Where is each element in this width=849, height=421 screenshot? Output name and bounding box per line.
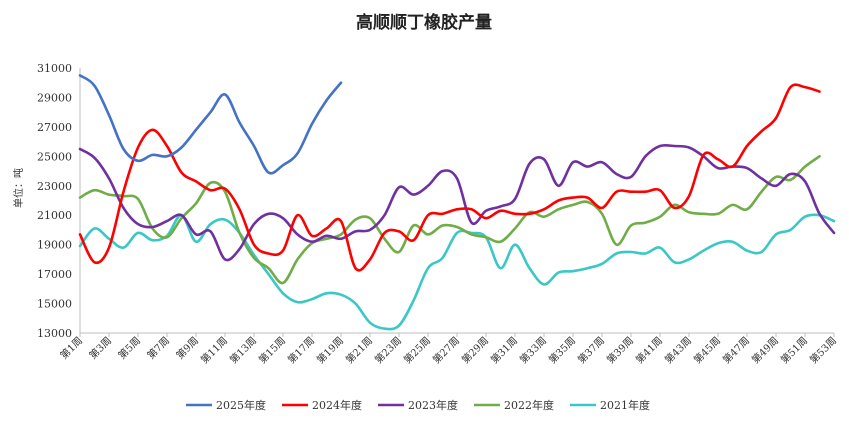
x-tick-label: 第27周 xyxy=(430,334,462,366)
x-tick-label: 第37周 xyxy=(575,334,607,366)
x-tick-label: 第3周 xyxy=(86,334,114,362)
x-tick-label: 第17周 xyxy=(285,334,317,366)
x-tick-label: 第7周 xyxy=(144,334,172,362)
x-tick-label: 第53周 xyxy=(807,334,839,366)
y-axis-label: 单位：吨 xyxy=(12,168,25,208)
x-tick-label: 第9周 xyxy=(173,334,201,362)
series-line-3 xyxy=(78,155,821,285)
x-tick-label: 第35周 xyxy=(546,334,578,366)
series-line-2 xyxy=(78,143,836,262)
x-tick-label: 第47周 xyxy=(720,334,752,366)
x-tick-label: 第11周 xyxy=(198,334,230,366)
x-tick-label: 第41周 xyxy=(633,334,665,366)
y-tick-label: 19000 xyxy=(37,239,72,252)
x-tick-label: 第13周 xyxy=(227,334,259,366)
y-tick-label: 23000 xyxy=(37,180,72,193)
legend-label: 2024年度 xyxy=(312,398,362,412)
y-tick-label: 27000 xyxy=(37,121,72,134)
x-tick-label: 第51周 xyxy=(778,334,810,366)
x-tick-label: 第45周 xyxy=(691,334,723,366)
x-tick-label: 第5周 xyxy=(115,334,143,362)
legend: 2025年度 2024年度 2023年度 2022年度 2021年度 xyxy=(186,398,650,412)
legend-label: 2021年度 xyxy=(600,398,650,412)
x-tick-label: 第33周 xyxy=(517,334,549,366)
x-tick-label: 第23周 xyxy=(372,334,404,366)
y-tick-label: 29000 xyxy=(37,91,72,104)
x-tick-label: 第15周 xyxy=(256,334,288,366)
x-tick-label: 第25周 xyxy=(401,334,433,366)
legend-label: 2022年度 xyxy=(504,398,554,412)
y-tick-label: 31000 xyxy=(37,62,72,75)
y-tick-label: 25000 xyxy=(37,150,72,163)
y-tick-label: 21000 xyxy=(37,209,72,222)
chart-axes xyxy=(79,68,834,334)
x-tick-label: 第19周 xyxy=(314,334,346,366)
x-tick-label: 第39周 xyxy=(604,334,636,366)
x-tick-label: 第29周 xyxy=(459,334,491,366)
y-tick-labels: 13000 15000 17000 19000 21000 23000 25000 27000… xyxy=(37,62,72,340)
series-lines xyxy=(78,74,836,331)
series-line-0 xyxy=(78,74,343,175)
y-tick-label: 15000 xyxy=(37,298,72,311)
y-tick-label: 13000 xyxy=(37,327,72,340)
y-tick-label: 17000 xyxy=(37,268,72,281)
x-tick-label: 第31周 xyxy=(488,334,520,366)
x-tick-label: 第43周 xyxy=(662,334,694,366)
x-tick-label: 第49周 xyxy=(749,334,781,366)
x-tick-labels: 第1周 第3周 第5周 第7周 第9周第11周第13周第15周第17周第19周第21周第… xyxy=(57,333,839,366)
x-tick-label: 第21周 xyxy=(343,334,375,366)
chart-title: 高顺顺丁橡胶产量 xyxy=(356,12,492,33)
series-line-1 xyxy=(78,83,821,272)
legend-label: 2025年度 xyxy=(216,398,266,412)
legend-label: 2023年度 xyxy=(408,398,458,412)
